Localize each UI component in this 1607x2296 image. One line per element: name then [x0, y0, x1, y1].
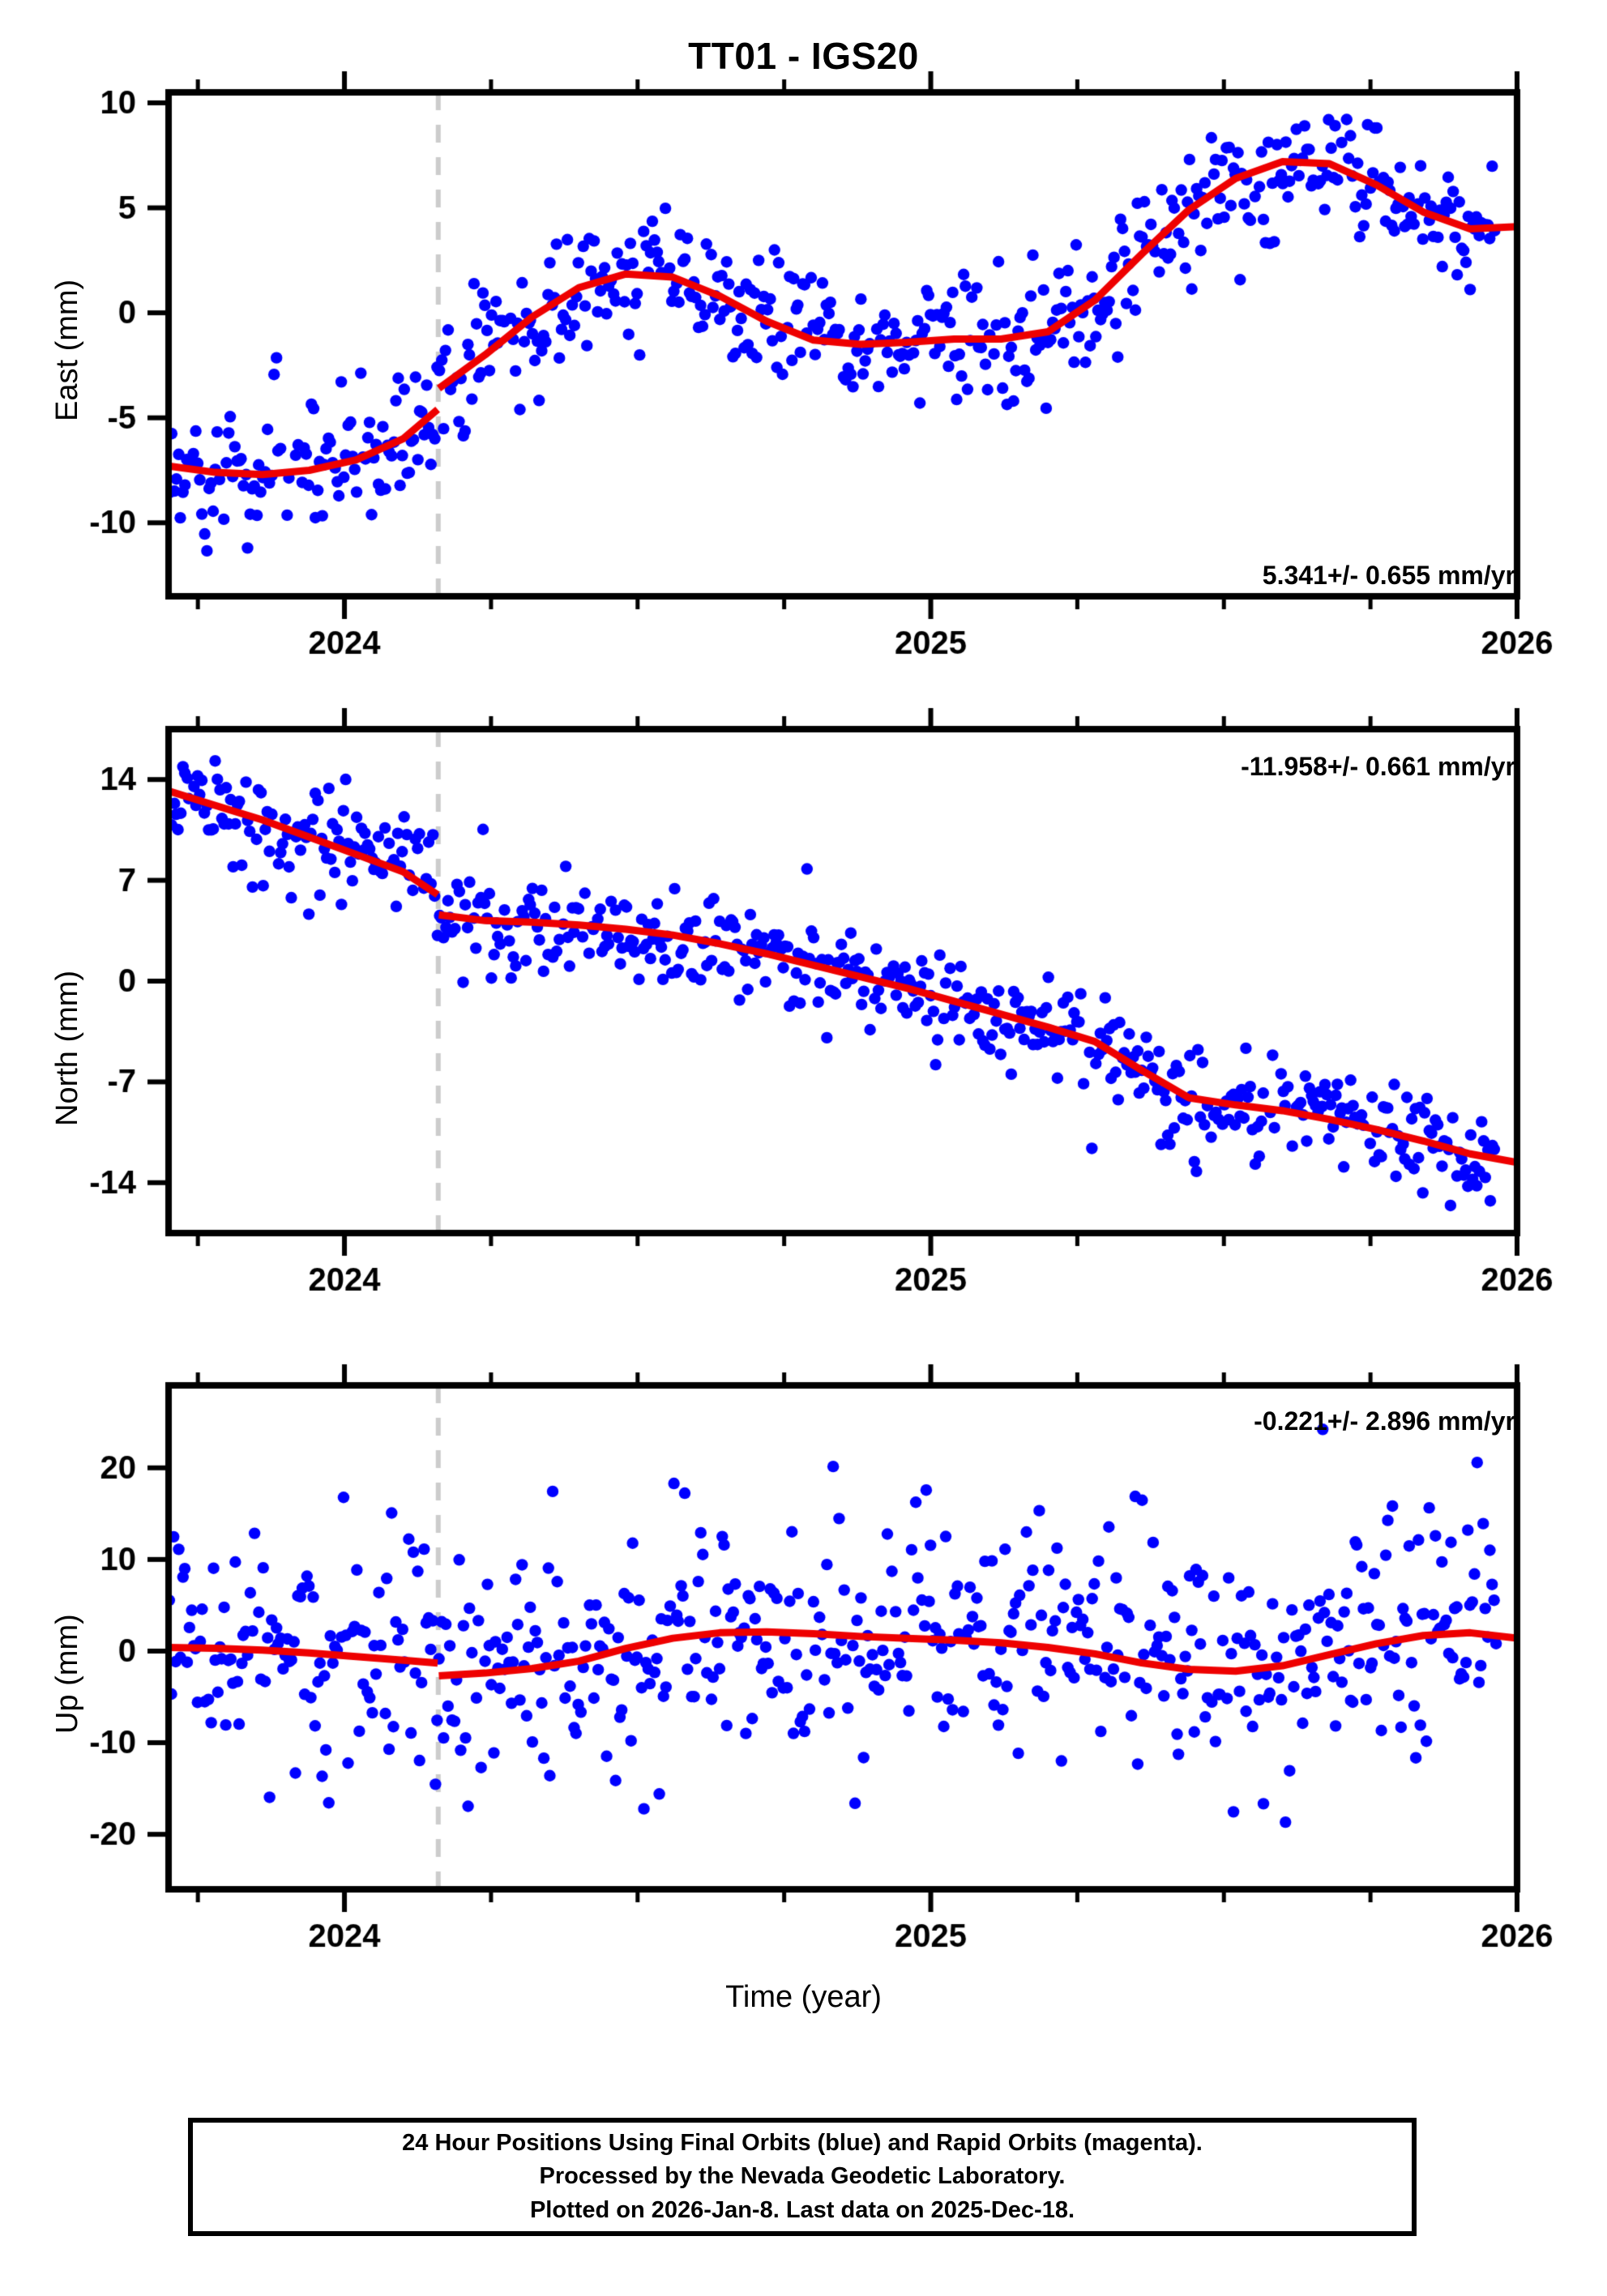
y-axis-label-up: Up (mm): [50, 1614, 84, 1734]
rate-annotation-up: -0.221+/- 2.896 mm/yr: [1254, 1406, 1515, 1436]
caption-box: 24 Hour Positions Using Final Orbits (bl…: [188, 2118, 1417, 2236]
y-axis-label-north: North (mm): [50, 970, 84, 1126]
caption-line-2: Processed by the Nevada Geodetic Laborat…: [539, 2163, 1066, 2190]
page-title: TT01 - IGS20: [688, 35, 919, 77]
caption-line-3: Plotted on 2026-Jan-8. Last data on 2025…: [529, 2196, 1075, 2223]
rate-annotation-east: 5.341+/- 0.655 mm/yr: [1262, 561, 1515, 590]
y-axis-label-east: East (mm): [50, 279, 84, 421]
caption-line-1: 24 Hour Positions Using Final Orbits (bl…: [402, 2130, 1203, 2157]
rate-annotation-north: -11.958+/- 0.661 mm/yr: [1241, 752, 1515, 781]
x-axis-label: Time (year): [725, 1980, 882, 2014]
